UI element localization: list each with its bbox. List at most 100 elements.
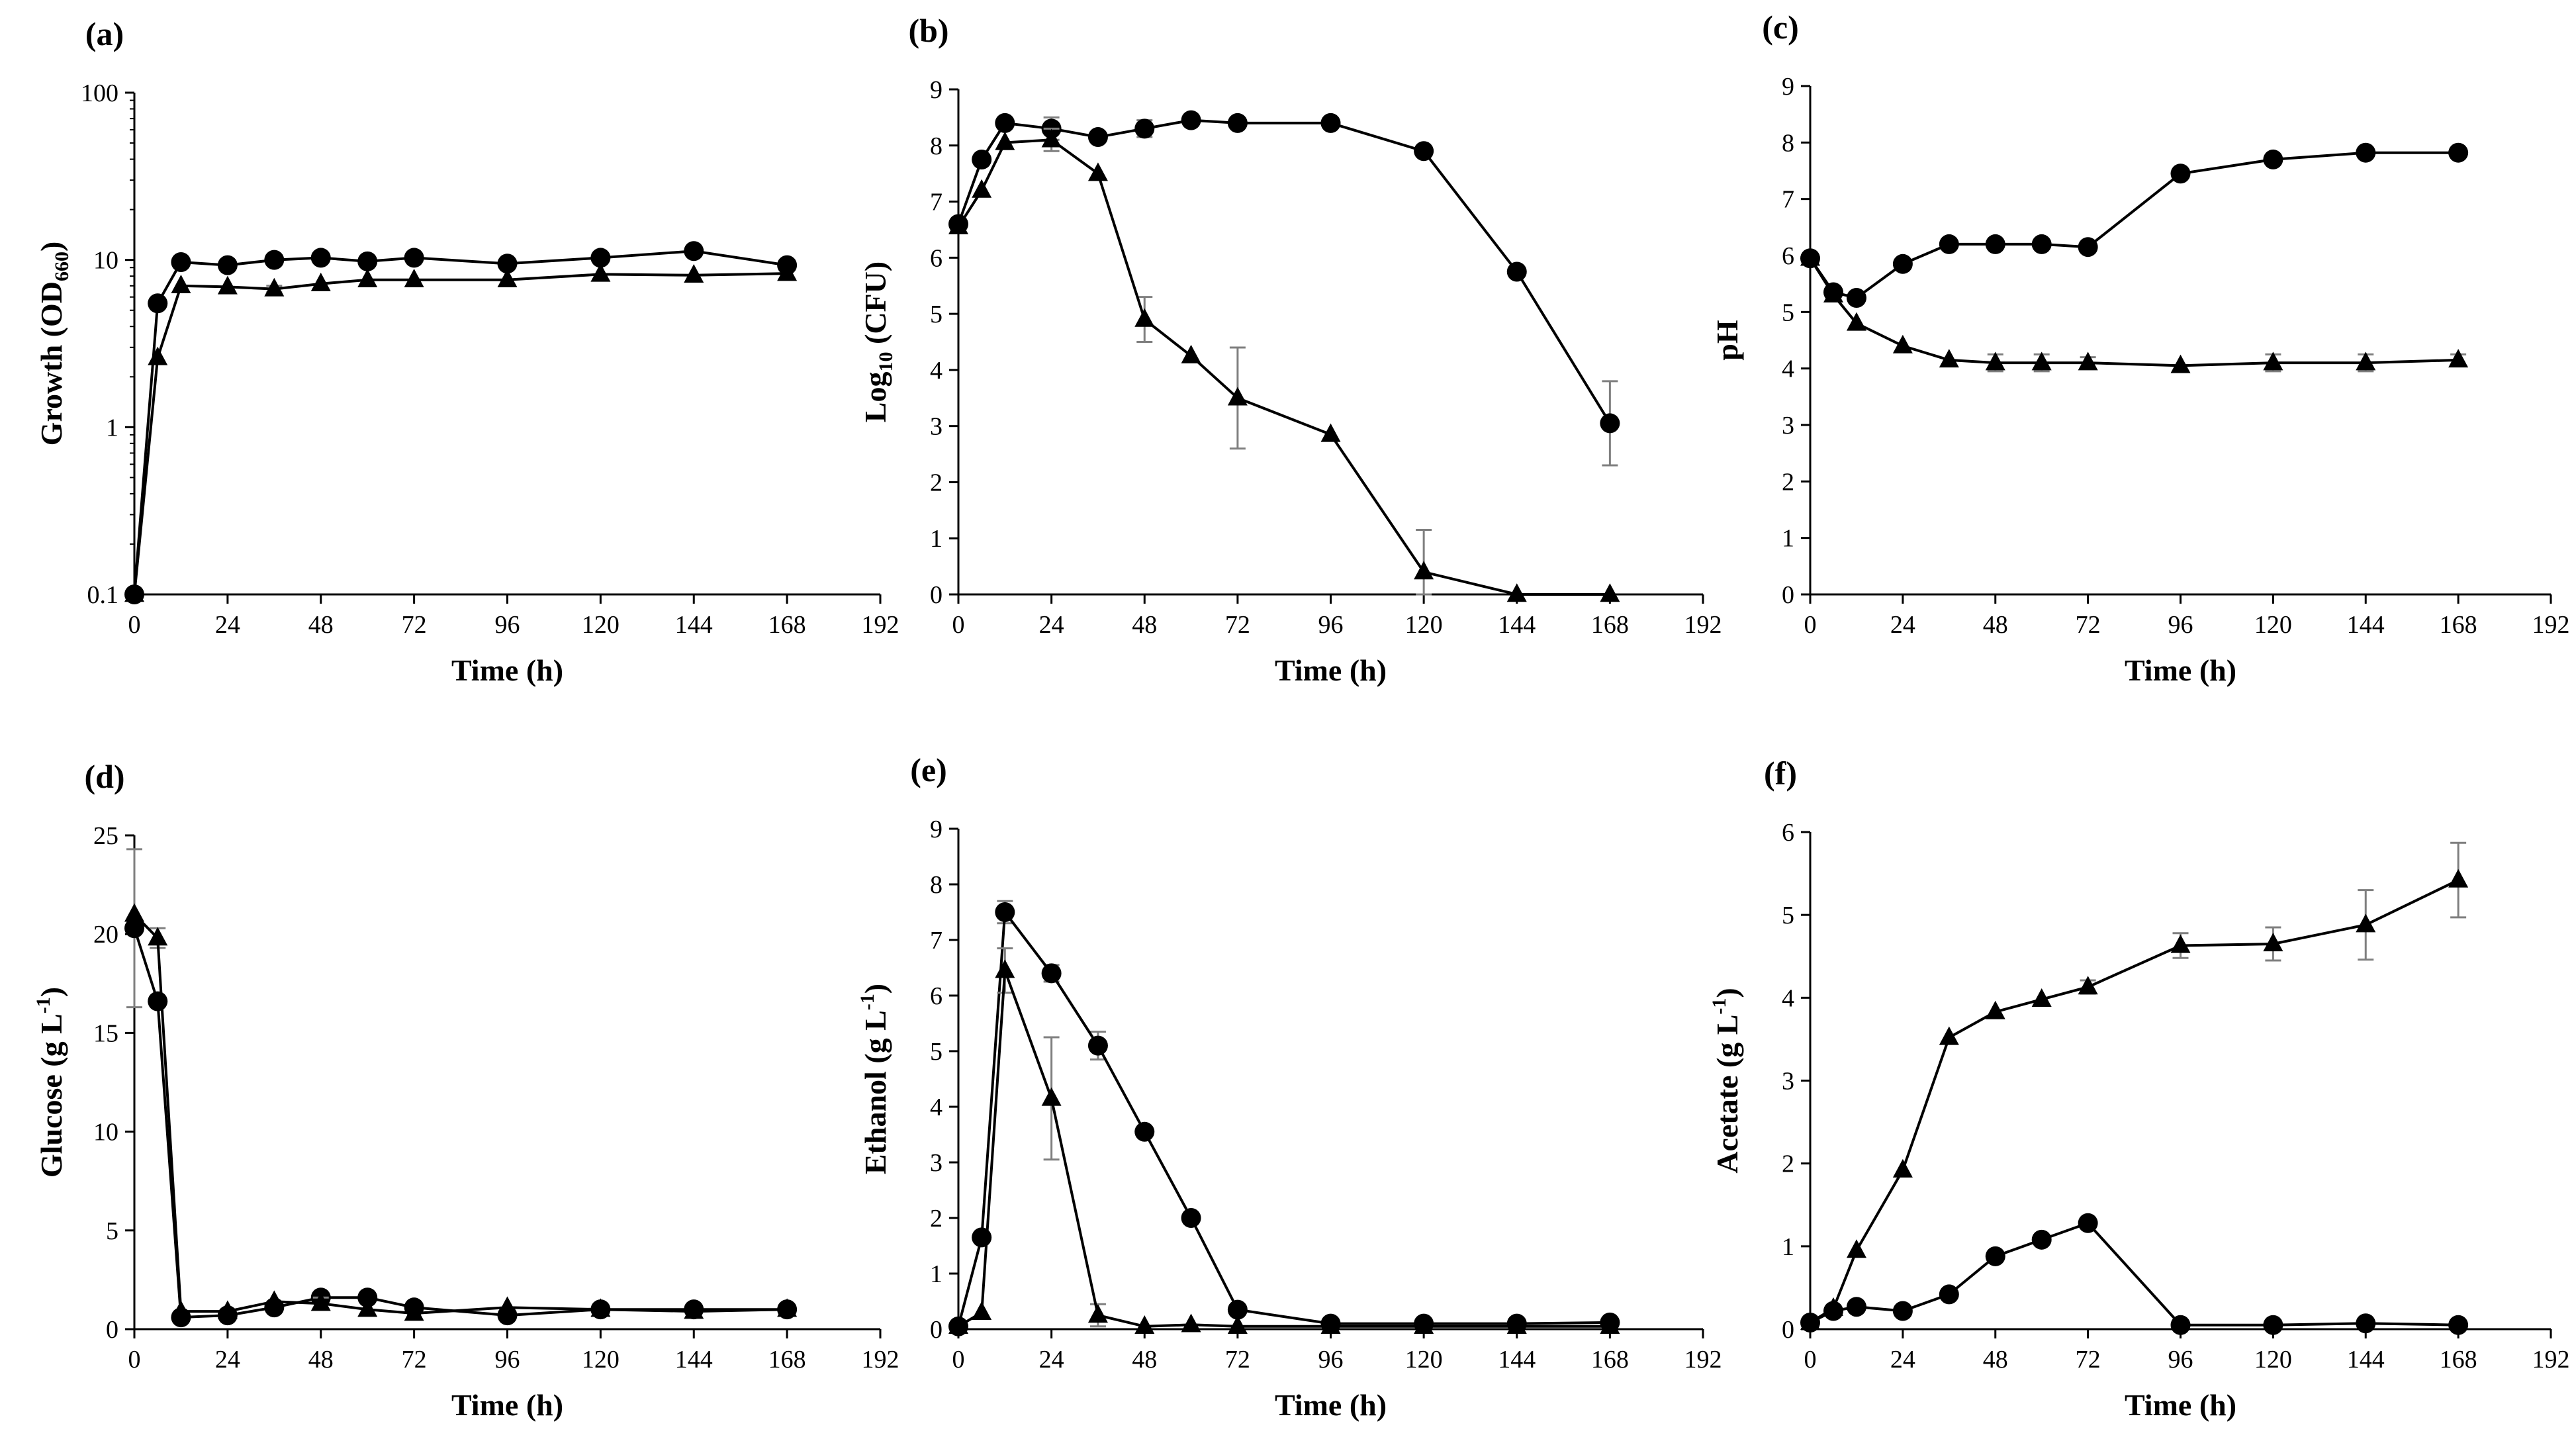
data-point-triangle <box>2448 349 2469 368</box>
y-tick-label: 9 <box>1782 73 1794 101</box>
data-point-triangle <box>2448 868 2469 888</box>
y-tick-label: 3 <box>930 413 943 441</box>
series-line <box>957 970 1610 1328</box>
y-tick-label: 7 <box>930 927 943 955</box>
data-point-circle <box>148 991 168 1011</box>
y-tick-label: 8 <box>1782 129 1794 157</box>
data-point-triangle <box>357 268 378 287</box>
data-point-circle <box>2263 149 2283 169</box>
data-point-triangle <box>148 927 168 946</box>
x-tick-label: 96 <box>495 611 520 639</box>
y-tick-label: 2 <box>930 1205 943 1233</box>
data-point-triangle <box>148 346 168 365</box>
data-point-circle <box>2263 1315 2283 1335</box>
series-line <box>1809 878 2459 1324</box>
x-tick-label: 192 <box>862 1346 899 1374</box>
data-point-triangle <box>357 1298 378 1317</box>
y-tick-label: 5 <box>1782 902 1794 929</box>
data-point-circle <box>404 248 424 268</box>
x-tick-label: 96 <box>495 1346 520 1374</box>
y-tick-label: 4 <box>1782 984 1794 1012</box>
data-point-circle <box>2078 1213 2098 1233</box>
data-point-circle <box>684 241 704 261</box>
data-point-triangle <box>972 179 992 198</box>
data-point-circle <box>2356 142 2376 163</box>
y-tick-label: 0 <box>1782 1316 1794 1344</box>
x-tick-label: 96 <box>1318 611 1344 639</box>
x-tick-label: 192 <box>2532 611 2570 639</box>
y-tick-label: 5 <box>930 301 943 328</box>
data-point-triangle <box>171 1300 191 1319</box>
y-tick-label: 2 <box>930 469 943 496</box>
x-tick-label: 48 <box>1132 1346 1157 1374</box>
x-tick-label: 168 <box>1591 611 1629 639</box>
x-tick-label: 168 <box>1591 1346 1629 1374</box>
y-tick-label: 7 <box>1782 186 1794 214</box>
data-point-triangle <box>497 268 518 287</box>
data-point-circle <box>1939 234 1959 254</box>
y-tick-label: 5 <box>106 1217 118 1245</box>
data-point-circle <box>1227 1299 1248 1320</box>
data-point-triangle <box>1823 1297 1843 1316</box>
x-tick-label: 72 <box>402 1346 427 1374</box>
data-point-triangle <box>1087 1304 1108 1323</box>
data-point-triangle <box>590 1298 611 1317</box>
y-tick-label: 9 <box>930 816 943 843</box>
data-point-triangle <box>1939 349 1959 368</box>
y-tick-label: 1 <box>1782 525 1794 553</box>
data-point-triangle <box>2356 913 2376 933</box>
data-point-triangle <box>948 1315 968 1334</box>
data-point-triangle <box>1041 1087 1062 1106</box>
data-point-triangle <box>948 215 968 234</box>
series-line <box>957 908 1610 1327</box>
data-point-triangle <box>1892 334 1913 353</box>
data-point-triangle <box>1227 1315 1248 1334</box>
series-triangle <box>948 947 1620 1334</box>
data-point-circle <box>357 251 378 271</box>
data-point-triangle <box>404 268 424 287</box>
x-tick-label: 72 <box>402 611 427 639</box>
x-axis-label: Time (h) <box>451 653 563 687</box>
x-tick-label: 144 <box>675 1346 713 1374</box>
data-point-triangle <box>2078 976 2098 995</box>
data-point-circle <box>1985 234 2005 254</box>
data-point-triangle <box>217 275 238 295</box>
x-tick-label: 48 <box>1132 611 1157 639</box>
x-tick-label: 168 <box>768 611 806 639</box>
x-tick-label: 0 <box>1804 611 1817 639</box>
data-point-triangle <box>124 583 144 602</box>
data-point-triangle <box>1506 583 1527 602</box>
data-point-triangle <box>1414 561 1434 580</box>
x-tick-label: 168 <box>768 1346 806 1374</box>
series-triangle <box>124 903 798 1321</box>
data-point-circle <box>1227 113 1248 133</box>
x-tick-label: 24 <box>1890 611 1915 639</box>
y-tick-label: 10 <box>93 247 118 275</box>
data-point-triangle <box>777 1298 798 1317</box>
data-point-triangle <box>310 272 331 291</box>
x-tick-label: 0 <box>952 1346 965 1374</box>
x-tick-label: 0 <box>952 611 965 639</box>
data-point-circle <box>1985 1246 2005 1266</box>
data-point-triangle <box>404 1302 424 1321</box>
data-point-triangle <box>1985 351 2005 371</box>
data-point-triangle <box>124 903 144 922</box>
series-triangle <box>124 262 798 602</box>
y-tick-label: 0 <box>106 1316 118 1344</box>
y-tick-label: 15 <box>93 1019 118 1047</box>
y-tick-label: 1 <box>930 1260 943 1288</box>
series-line <box>957 138 1610 596</box>
panel-label: (a) <box>85 15 124 52</box>
y-tick-label: 5 <box>930 1038 943 1066</box>
chart-panel-4: 0 5 10 15 20 25 0 24 48 72 96 120 144 168 192 Time (h) G… <box>32 758 899 1422</box>
data-point-triangle <box>2031 988 2052 1007</box>
y-tick-label: 1 <box>1782 1233 1794 1261</box>
x-tick-label: 192 <box>862 611 899 639</box>
x-axis-label: Time (h) <box>1275 1388 1387 1422</box>
data-point-circle <box>357 1287 378 1308</box>
y-axis-label: Ethanol (g L-1) <box>856 984 892 1174</box>
chart-panel-1: 0.1 1 10 100 0 24 48 72 96 120 144 168 192 Time (h) Gr… <box>34 15 899 687</box>
chart-panel-3: 0 1 2 3 4 5 6 7 8 9 0 24 48 72 96 120 144 168 192 Time (h) p… <box>1710 9 2570 687</box>
data-point-triangle <box>1823 283 1843 303</box>
